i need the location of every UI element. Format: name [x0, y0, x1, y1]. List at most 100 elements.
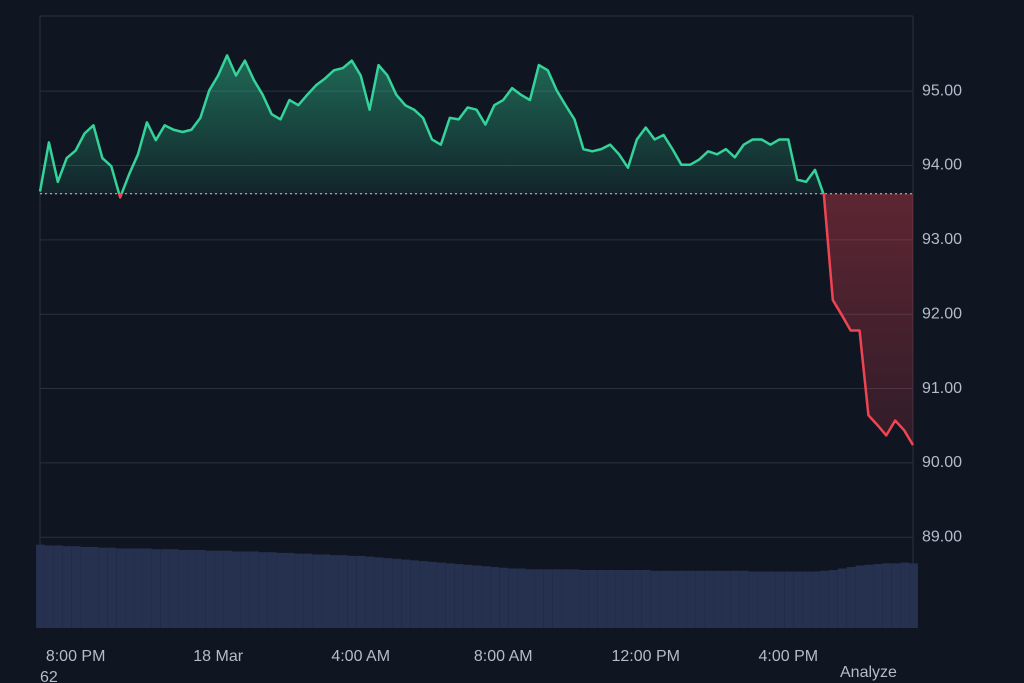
- volume-bar: [401, 559, 411, 628]
- volume-bar: [472, 565, 482, 628]
- volume-bar: [419, 561, 429, 628]
- volume-bar: [561, 569, 571, 628]
- volume-bar: [695, 570, 705, 628]
- volume-bar: [151, 549, 161, 628]
- volume-bar: [258, 552, 268, 628]
- footer-left: 62: [40, 669, 58, 683]
- y-tick-label: 92.00: [922, 305, 962, 322]
- volume-bar: [80, 546, 90, 628]
- volume-bar: [142, 548, 152, 628]
- volume-bar: [721, 570, 731, 628]
- volume-bar: [36, 544, 45, 628]
- x-tick-label: 8:00 PM: [46, 648, 106, 665]
- volume-bar: [650, 570, 660, 628]
- volume-bar: [276, 552, 286, 628]
- volume-bar: [428, 561, 437, 628]
- volume-bar: [98, 547, 108, 628]
- volume-bar: [347, 555, 357, 628]
- volume-bar: [623, 569, 633, 628]
- volume-bar: [169, 549, 179, 628]
- volume-bar: [383, 558, 393, 628]
- price-line: [38, 54, 915, 446]
- volume-bar: [659, 570, 669, 628]
- volume-bar: [846, 567, 856, 628]
- volume-bar: [499, 567, 509, 628]
- volume-bar: [294, 553, 304, 628]
- volume-bar: [249, 551, 259, 628]
- x-tick-label: 4:00 AM: [331, 648, 390, 665]
- volume-bar: [543, 569, 553, 628]
- x-tick-label: 8:00 AM: [474, 648, 533, 665]
- volume-bar: [775, 571, 785, 628]
- volume-bar: [739, 570, 749, 628]
- volume-bar: [641, 569, 651, 628]
- volume-bar: [445, 563, 455, 628]
- volume-bar: [704, 570, 714, 628]
- volume-bar: [44, 545, 54, 628]
- volume-bar: [321, 554, 331, 628]
- x-tick-label: 12:00 PM: [612, 648, 680, 665]
- x-tick-label: 18 Mar: [193, 648, 243, 665]
- y-tick-label: 90.00: [922, 454, 962, 471]
- volume-bar: [356, 555, 366, 628]
- volume-bar: [909, 563, 918, 628]
- volume-bar: [615, 569, 624, 628]
- volume-bar: [89, 546, 99, 628]
- volume-bar: [365, 556, 375, 628]
- volume-bar: [312, 554, 322, 628]
- volume-bar: [828, 569, 838, 628]
- volume-bar: [802, 571, 812, 628]
- x-tick-label: 4:00 PM: [758, 648, 818, 665]
- volume-bar: [873, 564, 883, 628]
- volume-bar: [160, 549, 170, 628]
- y-tick-label: 89.00: [922, 528, 962, 545]
- volume-bar: [223, 550, 233, 628]
- volume-bar: [463, 564, 473, 628]
- y-tick-label: 94.00: [922, 157, 962, 174]
- volume-bar: [677, 570, 687, 628]
- volume-bar: [116, 548, 126, 628]
- volume-bar: [267, 552, 277, 628]
- footer-right[interactable]: Analyze: [840, 664, 897, 681]
- volume-bar: [232, 551, 241, 628]
- volume-bar: [525, 569, 535, 628]
- volume-bar: [392, 558, 402, 628]
- volume-bar: [205, 550, 215, 628]
- y-tick-label: 91.00: [922, 380, 962, 397]
- volume-bar: [891, 563, 901, 628]
- volume-bar: [187, 549, 197, 628]
- volume-bar: [436, 562, 446, 628]
- volume-bar: [855, 565, 865, 628]
- volume-bar: [330, 555, 339, 628]
- volume-bar: [793, 571, 803, 628]
- volume-bar: [588, 569, 598, 628]
- y-tick-label: 95.00: [922, 82, 962, 99]
- volume-bar: [338, 555, 348, 628]
- volume-bar: [374, 557, 384, 628]
- volume-bar: [784, 571, 794, 628]
- volume-bar: [134, 548, 143, 628]
- volume-bar: [53, 545, 63, 628]
- volume-bar: [62, 546, 72, 628]
- volume-bar: [196, 549, 206, 628]
- volume-bar: [552, 569, 562, 628]
- volume-bar: [125, 548, 135, 628]
- volume-bar: [686, 570, 696, 628]
- volume-bar: [606, 569, 616, 628]
- volume-bar: [454, 564, 464, 628]
- volume-bar: [214, 550, 224, 628]
- volume-bar: [882, 563, 892, 628]
- volume-bar: [597, 569, 607, 628]
- volume-bar: [517, 568, 526, 628]
- volume-bar: [534, 569, 544, 628]
- volume-bar: [481, 566, 491, 628]
- volume-bar: [713, 570, 722, 628]
- price-area: [40, 55, 913, 446]
- volume-bar: [490, 567, 500, 628]
- volume-bar: [107, 547, 117, 628]
- volume-bar: [240, 551, 250, 628]
- volume-bar: [285, 552, 295, 628]
- volume-bar: [579, 569, 589, 628]
- volume-bar: [410, 560, 420, 628]
